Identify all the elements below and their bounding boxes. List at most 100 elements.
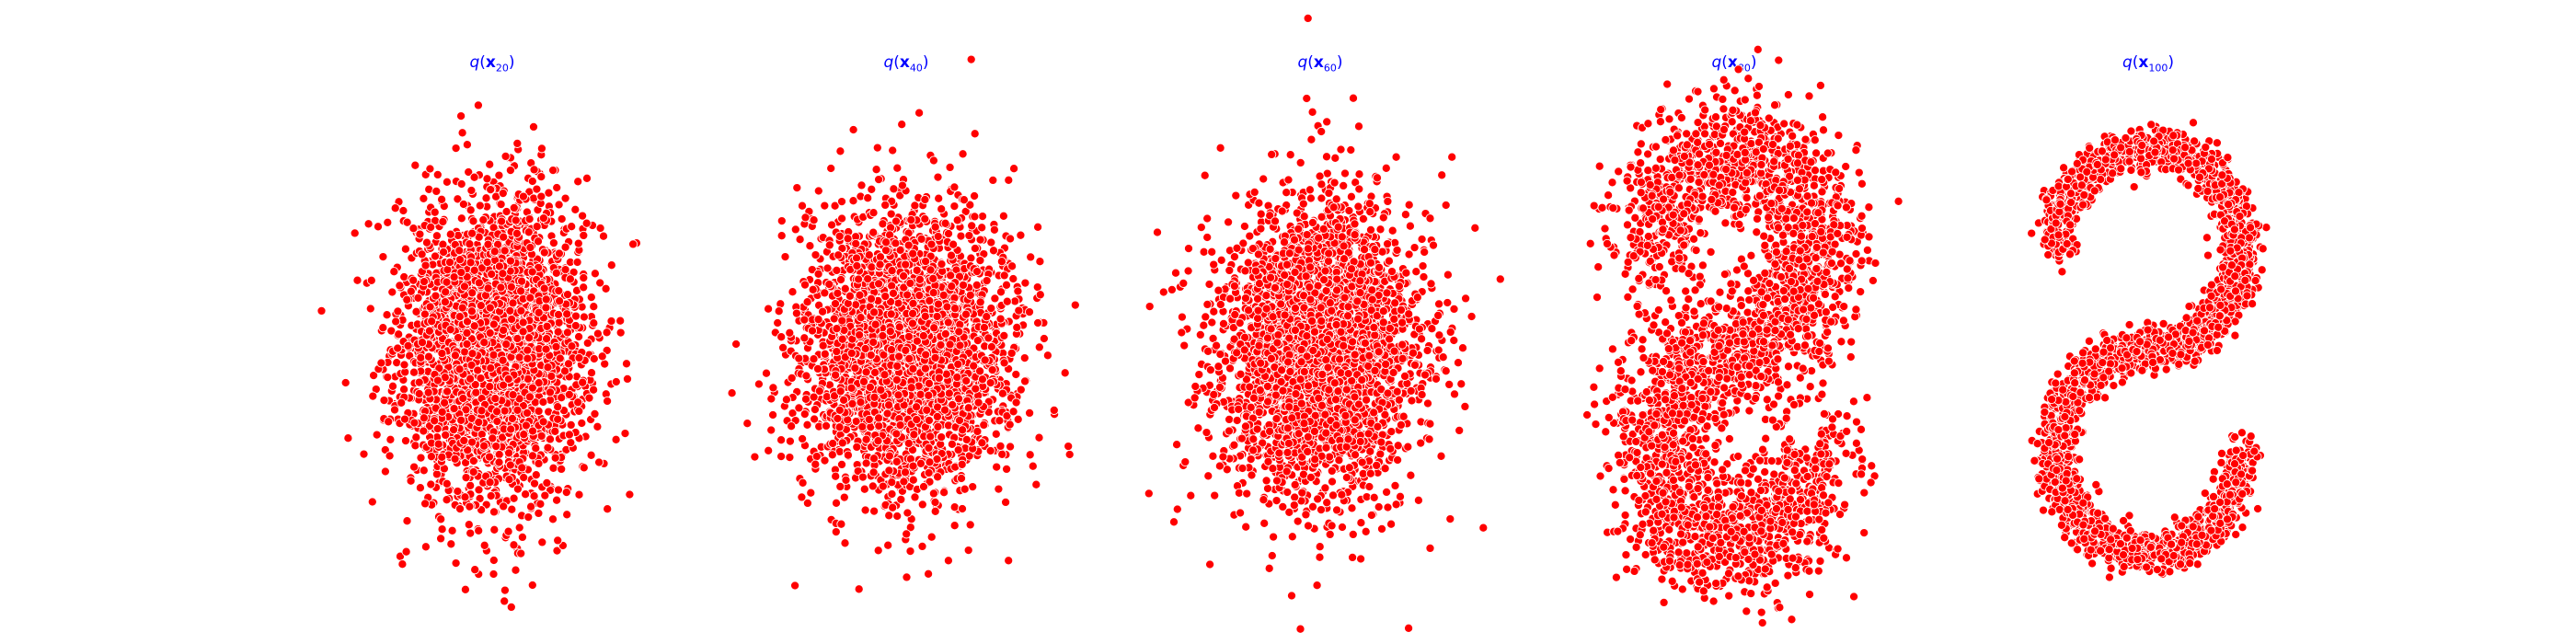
scatter-point bbox=[498, 355, 508, 365]
scatter-point bbox=[578, 211, 588, 221]
scatter-point bbox=[622, 374, 633, 384]
scatter-svg bbox=[727, 54, 1080, 594]
scatter-point bbox=[365, 304, 375, 314]
scatter-point bbox=[394, 329, 404, 339]
scatter-point bbox=[444, 258, 455, 268]
scatter-point bbox=[488, 433, 498, 443]
scatter-point bbox=[933, 172, 943, 182]
scatter-point bbox=[586, 450, 596, 460]
scatter-point bbox=[469, 321, 479, 331]
scatter-point bbox=[990, 293, 1000, 304]
scatter-point bbox=[750, 452, 760, 462]
scatter-point bbox=[399, 414, 410, 424]
scatter-point bbox=[489, 319, 499, 329]
scatter-point bbox=[926, 532, 937, 542]
scatter-point bbox=[523, 345, 533, 355]
scatter-point bbox=[391, 316, 401, 327]
scatter-point bbox=[557, 393, 567, 403]
scatter-point bbox=[983, 333, 994, 343]
scatter-panel: q(x20) bbox=[281, 46, 704, 616]
scatter-point bbox=[581, 218, 592, 228]
scatter-point bbox=[822, 263, 833, 273]
scatter-point bbox=[839, 492, 849, 502]
scatter-point bbox=[1016, 385, 1026, 395]
title-paren-open: ( bbox=[479, 53, 486, 72]
title-func: q bbox=[469, 53, 480, 72]
scatter-point bbox=[466, 480, 476, 490]
scatter-point bbox=[773, 317, 783, 328]
scatter-point bbox=[489, 507, 500, 517]
scatter-point bbox=[534, 406, 544, 416]
scatter-point bbox=[868, 227, 879, 237]
scatter-point bbox=[437, 524, 447, 535]
scatter-point bbox=[500, 596, 510, 606]
scatter-point bbox=[589, 353, 599, 364]
scatter-point bbox=[597, 351, 607, 362]
scatter-point bbox=[519, 472, 529, 483]
scatter-point bbox=[445, 325, 455, 335]
scatter-point bbox=[470, 380, 480, 390]
scatter-point bbox=[439, 247, 449, 258]
scatter-point bbox=[524, 392, 535, 402]
scatter-point bbox=[538, 397, 548, 408]
scatter-point bbox=[776, 231, 787, 241]
scatter-point bbox=[458, 199, 468, 210]
scatter-point bbox=[397, 397, 407, 408]
scatter-point bbox=[615, 316, 626, 326]
scatter-point bbox=[479, 441, 489, 451]
scatter-point bbox=[437, 349, 447, 359]
scatter-point bbox=[504, 475, 514, 485]
scatter-point bbox=[474, 525, 484, 535]
scatter-point bbox=[727, 388, 737, 398]
scatter-point bbox=[402, 294, 412, 305]
scatter-point bbox=[416, 453, 426, 463]
scatter-point bbox=[456, 213, 466, 224]
scatter-point bbox=[380, 466, 390, 477]
scatter-point bbox=[517, 276, 527, 286]
scatter-point bbox=[477, 406, 487, 416]
scatter-point bbox=[419, 426, 429, 436]
scatter-point bbox=[402, 516, 412, 526]
scatter-point bbox=[934, 193, 944, 203]
scatter-point bbox=[369, 371, 379, 381]
scatter-point bbox=[836, 459, 847, 469]
scatter-point bbox=[403, 340, 413, 351]
scatter-point bbox=[536, 191, 546, 201]
scatter-point bbox=[484, 452, 495, 462]
scatter-point bbox=[595, 278, 605, 288]
scatter-point bbox=[409, 462, 420, 472]
scatter-point bbox=[489, 555, 499, 566]
scatter-point bbox=[1008, 273, 1018, 284]
title-paren-close: ) bbox=[508, 53, 515, 72]
scatter-point bbox=[442, 277, 452, 287]
scatter-point bbox=[413, 293, 423, 303]
scatter-point bbox=[460, 492, 470, 502]
scatter-point bbox=[552, 546, 562, 556]
scatter-point bbox=[986, 237, 996, 247]
scatter-point bbox=[417, 338, 428, 348]
scatter-point bbox=[836, 197, 847, 207]
scatter-point bbox=[1016, 230, 1026, 240]
scatter-point bbox=[411, 306, 421, 316]
scatter-point bbox=[373, 222, 384, 232]
scatter-point bbox=[479, 338, 489, 348]
scatter-point bbox=[440, 397, 450, 408]
scatter-point bbox=[442, 177, 452, 187]
scatter-point bbox=[420, 499, 431, 509]
scatter-point bbox=[595, 223, 605, 234]
scatter-point bbox=[554, 200, 564, 210]
scatter-point bbox=[489, 350, 499, 360]
scatter-point bbox=[589, 318, 599, 328]
scatter-point bbox=[1010, 296, 1020, 306]
scatter-point bbox=[352, 275, 362, 285]
scatter-point bbox=[561, 488, 571, 498]
scatter-point bbox=[459, 435, 469, 445]
scatter-point bbox=[820, 455, 830, 466]
scatter-point bbox=[570, 204, 581, 214]
scatter-point bbox=[526, 501, 536, 512]
scatter-point bbox=[507, 413, 517, 423]
scatter-point bbox=[432, 423, 443, 434]
scatter-point bbox=[400, 244, 410, 254]
scatter-point bbox=[497, 216, 507, 226]
scatter-point bbox=[485, 382, 495, 392]
